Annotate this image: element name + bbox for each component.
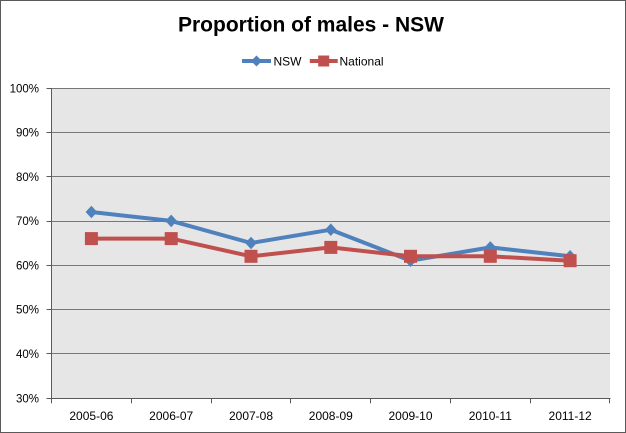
svg-text:100%: 100% <box>10 83 39 95</box>
svg-text:90%: 90% <box>16 128 39 140</box>
svg-text:70%: 70% <box>16 216 39 228</box>
svg-text:2008-09: 2008-09 <box>309 409 353 423</box>
svg-text:2009-10: 2009-10 <box>388 409 432 423</box>
svg-text:40%: 40% <box>16 349 39 361</box>
svg-text:2006-07: 2006-07 <box>149 409 193 423</box>
svg-text:National: National <box>340 55 384 69</box>
svg-text:2011-12: 2011-12 <box>549 409 592 423</box>
svg-text:NSW: NSW <box>274 55 303 69</box>
svg-text:2010-11: 2010-11 <box>469 409 512 423</box>
svg-text:50%: 50% <box>16 305 39 317</box>
svg-text:30%: 30% <box>16 393 39 405</box>
svg-text:60%: 60% <box>16 260 39 272</box>
svg-text:Proportion of males - NSW: Proportion of males - NSW <box>178 14 444 37</box>
svg-text:2007-08: 2007-08 <box>229 409 273 423</box>
svg-text:80%: 80% <box>16 172 39 184</box>
svg-text:2005-06: 2005-06 <box>69 409 113 423</box>
